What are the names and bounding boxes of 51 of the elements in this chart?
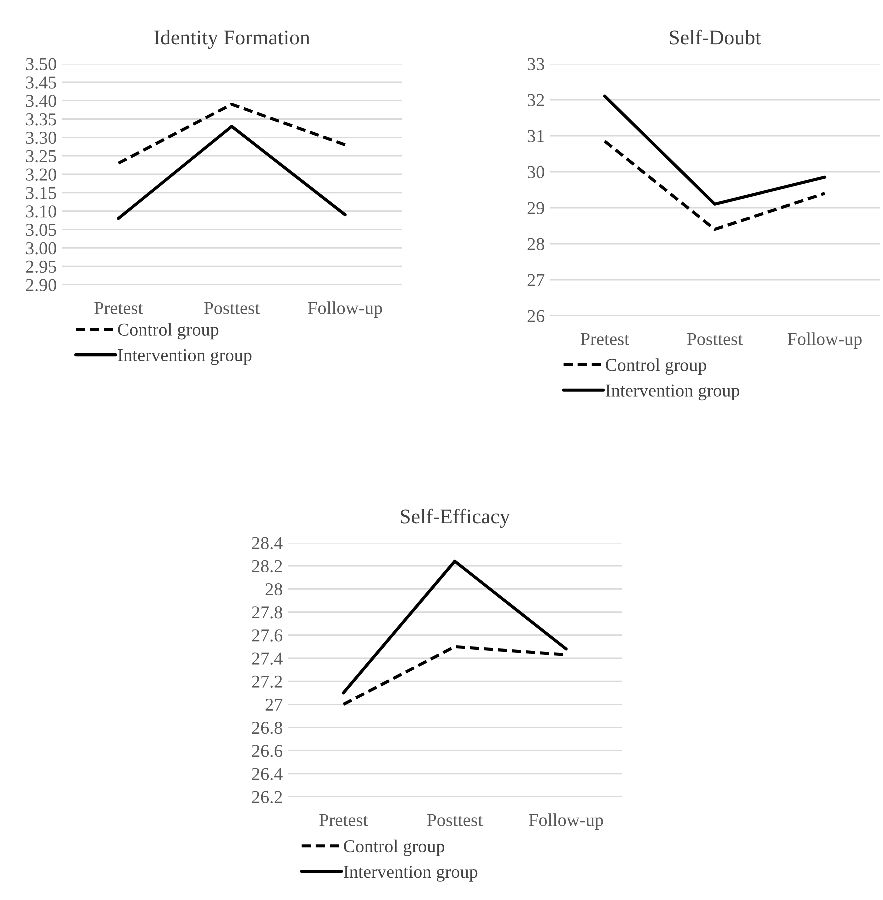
y-tick-label: 28.4: [252, 537, 283, 550]
y-tick-label: 3.15: [26, 187, 56, 200]
y-tick-label: 29: [528, 202, 544, 214]
x-tick-label: Pretest: [320, 814, 368, 826]
y-tick-label: 3.05: [26, 224, 56, 236]
y-tick-label: 2.90: [26, 279, 56, 292]
y-tick-label: 3.20: [26, 168, 56, 182]
y-tick-label: 26.4: [252, 768, 283, 780]
x-tick-label: Posttest: [427, 814, 483, 826]
y-tick-label: 2.95: [26, 260, 56, 274]
legend-label: Control group: [344, 840, 445, 856]
y-tick-label: 28.2: [252, 560, 282, 573]
y-tick-label: 26: [528, 310, 545, 322]
y-tick-label: 32: [528, 94, 544, 106]
y-tick-label: 33: [528, 58, 544, 70]
legend-label: Intervention group: [344, 866, 478, 882]
y-tick-label: 27.6: [252, 630, 283, 642]
legend-label: Intervention group: [118, 349, 252, 366]
chart-title: Self-Doubt: [670, 30, 762, 45]
y-tick-label: 27.8: [252, 606, 282, 619]
y-tick-label: 27: [528, 274, 545, 286]
y-tick-label: 3.35: [26, 114, 56, 126]
x-tick-label: Follow-up: [788, 332, 862, 350]
y-tick-label: 28: [528, 238, 544, 250]
y-tick-label: 3.25: [26, 150, 56, 163]
x-tick-label: Posttest: [204, 302, 260, 314]
y-tick-label: 27.2: [252, 676, 282, 688]
y-tick-label: 3.40: [26, 95, 56, 108]
y-tick-label: 28: [266, 583, 282, 596]
y-tick-label: 31: [528, 130, 544, 142]
y-tick-label: 26.8: [252, 722, 282, 734]
x-tick-label: Pretest: [94, 302, 144, 314]
x-tick-label: Follow-up: [308, 302, 382, 318]
y-tick-label: 26.6: [252, 745, 283, 758]
chart-title: Identity Formation: [154, 30, 310, 50]
chart-title: Self-Efficacy: [401, 508, 510, 528]
x-tick-label: Pretest: [580, 333, 630, 346]
legend-label: Control group: [606, 358, 706, 376]
x-tick-label: Posttest: [687, 333, 743, 346]
y-tick-label: 26.2: [252, 791, 282, 804]
x-tick-label: Follow-up: [529, 814, 604, 830]
y-tick-label: 3.30: [26, 132, 56, 144]
legend-label: Intervention group: [606, 384, 740, 401]
y-tick-label: 27: [266, 698, 283, 711]
y-tick-label: 3.50: [26, 58, 56, 71]
y-tick-label: 3.10: [26, 206, 56, 218]
y-tick-label: 3.00: [26, 242, 56, 255]
legend-label: Control group: [118, 323, 219, 340]
y-tick-label: 3.45: [26, 76, 56, 89]
y-tick-label: 30: [528, 166, 544, 178]
y-tick-label: 27.4: [252, 652, 283, 665]
